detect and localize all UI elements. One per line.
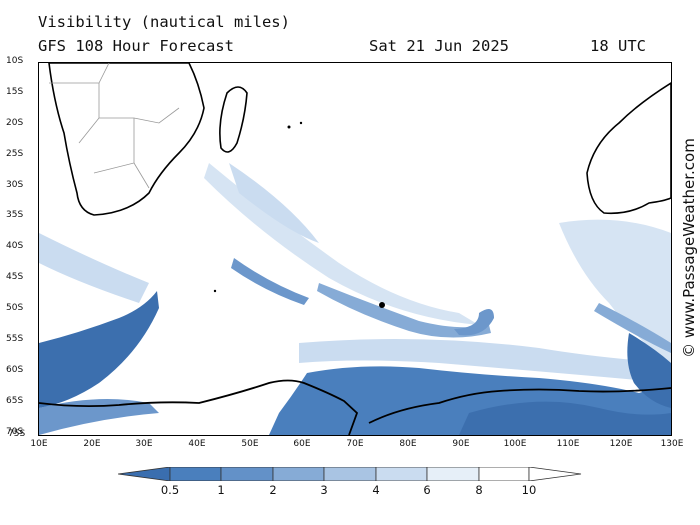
colorbar-label: 2 bbox=[269, 483, 277, 497]
forecast-time: 18 UTC bbox=[590, 37, 646, 55]
fog-streak-1 bbox=[231, 258, 309, 305]
fog-medium-areas bbox=[231, 258, 671, 353]
colorbar-segment bbox=[426, 467, 480, 481]
lat-tick: 25S bbox=[6, 149, 24, 159]
lat-tick: 50S bbox=[6, 303, 24, 313]
map-svg bbox=[39, 63, 671, 435]
colorbar-label: 10 bbox=[521, 483, 537, 497]
lon-tick: 130E bbox=[660, 439, 684, 449]
fog-dense-west bbox=[39, 291, 159, 408]
lat-tick: 55S bbox=[6, 334, 24, 344]
fog-band-upper-scatter bbox=[229, 163, 319, 243]
fog-curl-east bbox=[454, 309, 494, 336]
colorbar-arrow-left bbox=[118, 467, 171, 481]
colorbar-label: 0.5 bbox=[160, 483, 180, 497]
island-small-2 bbox=[213, 289, 217, 293]
forecast-date: Sat 21 Jun 2025 bbox=[369, 37, 509, 55]
madagascar-coastline bbox=[219, 86, 248, 153]
visibility-map bbox=[38, 62, 672, 436]
fog-dense-areas bbox=[39, 291, 671, 435]
lat-tick: 30S bbox=[6, 180, 24, 190]
lon-tick: 30E bbox=[135, 439, 153, 449]
fog-dense-antarctic-left bbox=[39, 399, 159, 435]
fog-dense-antarctic-band bbox=[459, 401, 671, 435]
lat-tick: 60S bbox=[6, 365, 24, 375]
islands bbox=[213, 121, 385, 308]
lat-tick: 15S bbox=[6, 87, 24, 97]
chart-title: Visibility (nautical miles) bbox=[38, 13, 290, 31]
colorbar-segment bbox=[478, 467, 530, 481]
colorbar-label: 1 bbox=[217, 483, 225, 497]
lon-tick: 80E bbox=[399, 439, 417, 449]
australia-coastline bbox=[586, 82, 671, 215]
lat-tick: 75S bbox=[8, 429, 26, 439]
fog-band-mid-south bbox=[299, 339, 671, 383]
colorbar-arrow-right bbox=[528, 467, 582, 481]
fog-band-left-west bbox=[39, 233, 149, 303]
crozet-island bbox=[287, 125, 291, 129]
lat-tick: 10S bbox=[6, 56, 24, 66]
lon-tick: 100E bbox=[503, 439, 527, 449]
lon-tick: 90E bbox=[452, 439, 470, 449]
lon-tick: 40E bbox=[188, 439, 206, 449]
lat-tick: 65S bbox=[6, 396, 24, 406]
lat-tick: 20S bbox=[6, 118, 24, 128]
lat-tick: 70S bbox=[6, 427, 24, 437]
island-small-1 bbox=[299, 121, 303, 125]
lon-tick: 70E bbox=[346, 439, 364, 449]
africa-coastline bbox=[48, 63, 205, 216]
fog-right-streak bbox=[594, 303, 671, 353]
lat-tick: 45S bbox=[6, 272, 24, 282]
colorbar bbox=[118, 467, 582, 481]
africa-borders bbox=[49, 63, 180, 189]
colorbar-segment bbox=[323, 467, 377, 481]
forecast-subtitle: GFS 108 Hour Forecast bbox=[38, 37, 234, 55]
antarctica-coastline bbox=[39, 379, 671, 435]
lon-tick: 120E bbox=[609, 439, 633, 449]
colorbar-segment bbox=[169, 467, 222, 481]
lat-tick: 35S bbox=[6, 210, 24, 220]
colorbar-segment bbox=[220, 467, 274, 481]
lon-tick: 20E bbox=[83, 439, 101, 449]
colorbar-label: 4 bbox=[372, 483, 380, 497]
lon-tick: 60E bbox=[293, 439, 311, 449]
lon-tick: 10E bbox=[30, 439, 48, 449]
lon-tick: 50E bbox=[241, 439, 259, 449]
colorbar-segment bbox=[272, 467, 325, 481]
kerguelen-island bbox=[379, 302, 385, 308]
lon-tick: 110E bbox=[556, 439, 580, 449]
lat-tick: 40S bbox=[6, 241, 24, 251]
colorbar-label: 6 bbox=[423, 483, 431, 497]
colorbar-label: 8 bbox=[475, 483, 483, 497]
site-watermark: © www.PassageWeather.com bbox=[680, 138, 698, 358]
colorbar-label: 3 bbox=[320, 483, 328, 497]
colorbar-segment bbox=[375, 467, 428, 481]
